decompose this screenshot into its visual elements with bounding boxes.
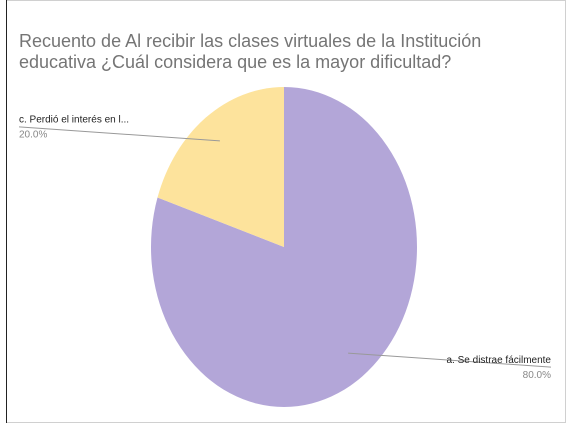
slice-label: a. Se distrae fácilmente xyxy=(447,355,552,366)
slice-value-label: 80.0% xyxy=(523,370,551,381)
chart-title: Recuento de Al recibir las clases virtua… xyxy=(19,31,481,51)
slice-value-label: 20.0% xyxy=(19,129,47,140)
chart-title: educativa ¿Cuál considera que es la mayo… xyxy=(19,52,451,72)
slice-label: c. Perdió el interés en l... xyxy=(19,114,129,125)
leader-line xyxy=(348,352,552,368)
pie-slice xyxy=(157,87,284,247)
leader-line xyxy=(18,126,220,142)
